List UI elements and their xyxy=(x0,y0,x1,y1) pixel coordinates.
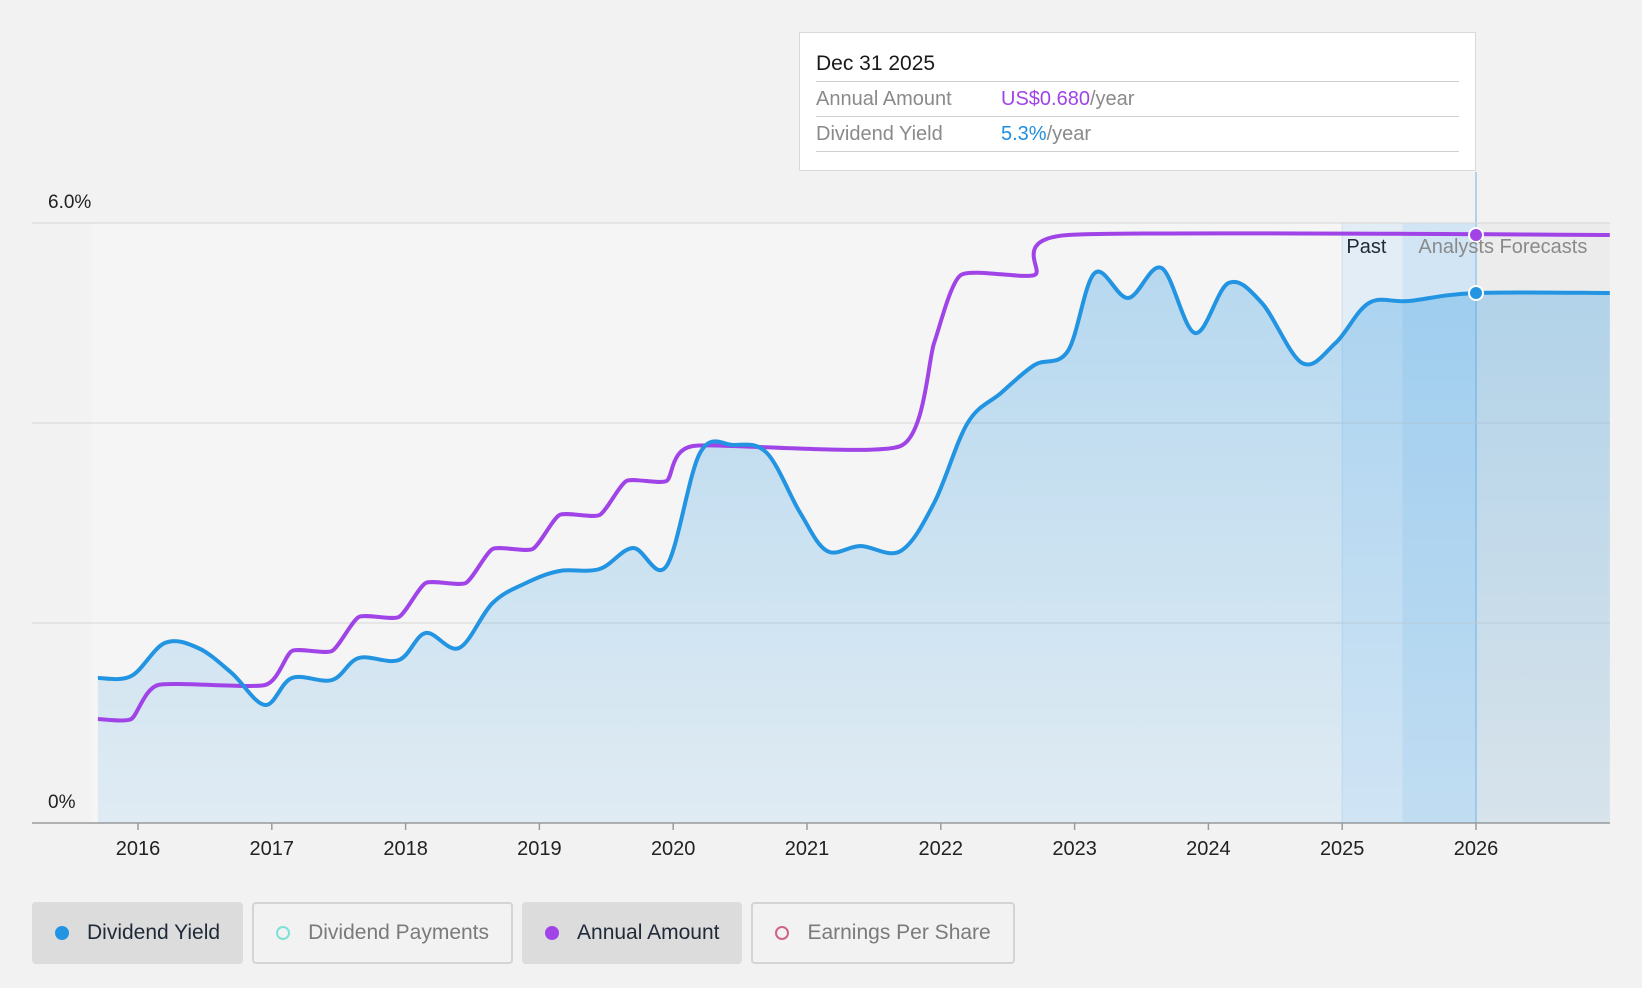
legend-label: Dividend Yield xyxy=(87,921,221,944)
earnings-per-share-dot-icon xyxy=(775,926,790,940)
legend-dividend-payments-button[interactable]: Dividend Payments xyxy=(252,902,514,964)
tooltip-date: Dec 31 2025 xyxy=(816,47,1459,82)
dividend-yield-marker xyxy=(1468,285,1484,301)
x-tick-label: 2024 xyxy=(1186,838,1231,860)
x-tick-label: 2018 xyxy=(383,838,428,860)
x-tick-label: 2022 xyxy=(919,838,964,860)
y-tick-label: 6.0% xyxy=(48,192,91,213)
x-tick-label: 2019 xyxy=(517,838,562,860)
tooltip-yield-label: Dividend Yield xyxy=(816,123,943,145)
tooltip-yield-value: 5.3% xyxy=(1001,123,1047,145)
annual-amount-dot-icon xyxy=(545,926,560,940)
legend-dividend-yield-button[interactable]: Dividend Yield xyxy=(32,902,244,964)
legend-label: Earnings Per Share xyxy=(807,921,991,944)
x-tick-label: 2020 xyxy=(651,838,696,860)
x-tick-label: 2021 xyxy=(785,838,830,860)
dividend-yield-dot-icon xyxy=(55,926,69,940)
dividend-yield-line xyxy=(97,265,1610,707)
legend-annual-amount-button[interactable]: Annual Amount xyxy=(522,902,743,964)
y-tick-label: 0% xyxy=(48,792,76,813)
past-label: Past xyxy=(1346,236,1386,258)
tooltip-yield-unit: /year xyxy=(1046,123,1092,145)
tooltip-annual-label: Annual Amount xyxy=(816,88,952,110)
tooltip-annual-row: Annual Amount US$0.680 /year xyxy=(816,82,1459,117)
forecast-label: Analysts Forecasts xyxy=(1418,236,1587,258)
tooltip-yield-row: Dividend Yield 5.3% /year xyxy=(816,117,1459,152)
x-tick-label: 2017 xyxy=(250,838,295,860)
x-tick-label: 2023 xyxy=(1052,838,1097,860)
legend-label: Annual Amount xyxy=(577,921,720,944)
tooltip: Dec 31 2025 Annual Amount US$0.680 /year… xyxy=(799,32,1476,171)
legend: Dividend Yield Dividend Payments Annual … xyxy=(32,902,1024,964)
x-tick-label: 2025 xyxy=(1320,838,1365,860)
annual-amount-line xyxy=(97,231,1610,723)
tooltip-annual-unit: /year xyxy=(1089,88,1135,110)
dividend-yield-area xyxy=(97,267,1610,823)
dividend-payments-dot-icon xyxy=(276,926,291,940)
legend-label: Dividend Payments xyxy=(308,921,490,944)
annual-amount-marker xyxy=(1468,227,1484,243)
x-tick-label: 2016 xyxy=(116,838,161,860)
tooltip-annual-value: US$0.680 xyxy=(1001,88,1090,110)
legend-earnings-per-share-button[interactable]: Earnings Per Share xyxy=(751,902,1015,964)
x-tick-label: 2026 xyxy=(1454,838,1499,860)
